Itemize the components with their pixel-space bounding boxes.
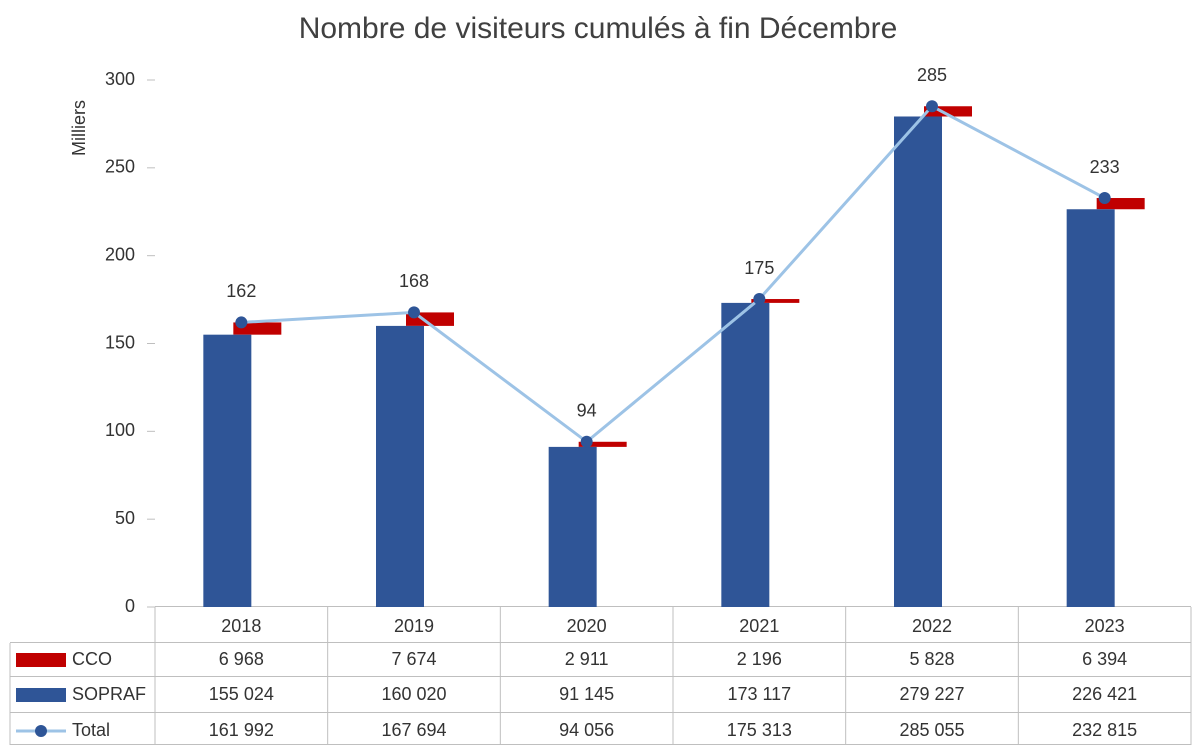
table-value: 279 227 bbox=[899, 684, 964, 704]
table-value: 5 828 bbox=[909, 649, 954, 669]
x-tick-label: 2022 bbox=[912, 616, 952, 636]
data-label: 175 bbox=[744, 258, 774, 278]
table-value: 161 992 bbox=[209, 720, 274, 740]
y-tick-label: 200 bbox=[105, 244, 135, 264]
table-value: 7 674 bbox=[391, 649, 436, 669]
legend-label: SOPRAF bbox=[72, 684, 146, 704]
data-label: 162 bbox=[226, 281, 256, 301]
marker bbox=[1098, 192, 1111, 205]
table-value: 167 694 bbox=[381, 720, 446, 740]
legend-label: CCO bbox=[72, 649, 112, 669]
y-tick-label: 100 bbox=[105, 420, 135, 440]
bar bbox=[1096, 198, 1145, 210]
marker bbox=[753, 293, 766, 306]
bar bbox=[203, 334, 252, 607]
table-value: 175 313 bbox=[727, 720, 792, 740]
table-value: 94 056 bbox=[559, 720, 614, 740]
table-value: 91 145 bbox=[559, 684, 614, 704]
bar bbox=[578, 441, 627, 447]
line bbox=[241, 104, 1106, 444]
marker bbox=[235, 316, 248, 329]
marker bbox=[926, 100, 938, 113]
bar bbox=[721, 302, 770, 607]
table-value: 232 815 bbox=[1072, 720, 1137, 740]
x-tick-label: 2021 bbox=[739, 616, 779, 636]
bar bbox=[894, 116, 942, 607]
data-label: 285 bbox=[917, 65, 947, 85]
table-value: 6 968 bbox=[219, 649, 264, 669]
x-tick-label: 2018 bbox=[221, 616, 261, 636]
x-tick-label: 2023 bbox=[1085, 616, 1125, 636]
x-tick-label: 2020 bbox=[567, 616, 607, 636]
data-label: 168 bbox=[399, 271, 429, 291]
marker bbox=[580, 435, 593, 448]
table-value: 2 911 bbox=[565, 649, 609, 669]
table-value: 173 117 bbox=[727, 684, 791, 704]
legend-label: Total bbox=[72, 720, 110, 740]
table-value: 285 055 bbox=[899, 720, 964, 740]
table-value: 160 020 bbox=[381, 684, 446, 704]
table-value: 2 196 bbox=[737, 649, 782, 669]
data-label: 233 bbox=[1090, 157, 1120, 177]
bar bbox=[924, 106, 972, 117]
chart-title: Nombre de visiteurs cumulés à fin Décemb… bbox=[299, 12, 898, 45]
legend-swatch bbox=[16, 688, 66, 702]
table-value: 6 394 bbox=[1082, 649, 1127, 669]
y-tick-label: 50 bbox=[115, 508, 135, 528]
y-tick-label: 300 bbox=[105, 69, 135, 89]
y-tick-label: 250 bbox=[105, 157, 135, 177]
data-label: 94 bbox=[577, 401, 597, 421]
legend-swatch bbox=[16, 653, 66, 667]
bar bbox=[1066, 209, 1115, 607]
table-value: 155 024 bbox=[209, 684, 274, 704]
y-tick-label: 0 bbox=[125, 596, 135, 616]
bar bbox=[751, 299, 800, 303]
bar bbox=[376, 325, 424, 607]
x-tick-label: 2019 bbox=[394, 616, 434, 636]
table-value: 226 421 bbox=[1072, 684, 1137, 704]
y-axis-label: Milliers bbox=[69, 100, 89, 156]
marker bbox=[408, 306, 420, 319]
legend-marker bbox=[35, 725, 47, 737]
y-tick-label: 150 bbox=[105, 332, 135, 352]
bar bbox=[548, 446, 597, 607]
